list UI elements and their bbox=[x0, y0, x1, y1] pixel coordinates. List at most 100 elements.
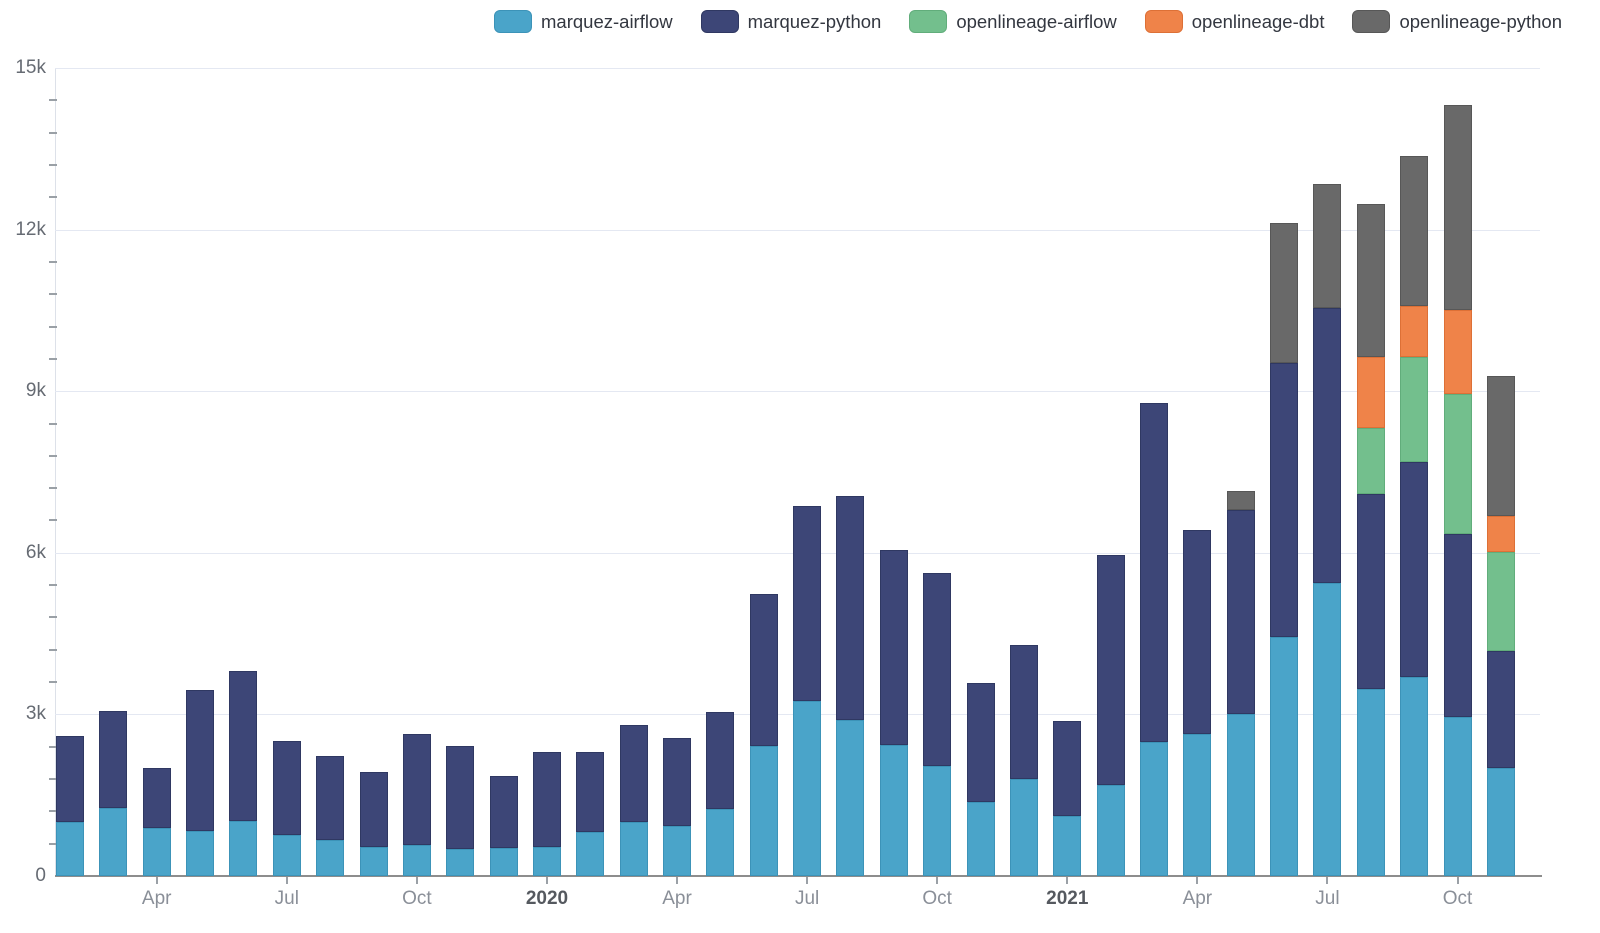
bar-2020-01-marquez-python[interactable] bbox=[532, 752, 561, 848]
bar-2021-04-marquez-airflow[interactable] bbox=[1183, 734, 1212, 876]
bar-2019-04-marquez-python[interactable] bbox=[142, 768, 171, 828]
bar-2021-10-openlineage-airflow[interactable] bbox=[1443, 394, 1472, 534]
bar-2020-10-marquez-airflow[interactable] bbox=[923, 766, 952, 876]
bar-2020-09-marquez-python[interactable] bbox=[879, 549, 908, 746]
bar-2020-07-marquez-python[interactable] bbox=[793, 505, 822, 702]
bar-2019-03-marquez-airflow[interactable] bbox=[99, 807, 128, 876]
bar-2020-08-marquez-airflow[interactable] bbox=[836, 720, 865, 876]
bar-2019-06-marquez-airflow[interactable] bbox=[229, 821, 258, 876]
bar-2021-06-marquez-airflow[interactable] bbox=[1270, 636, 1299, 876]
bar-2019-09-marquez-python[interactable] bbox=[359, 771, 388, 848]
legend-item-openlineage-airflow[interactable]: openlineage-airflow bbox=[909, 10, 1117, 33]
bar-2019-06-marquez-python[interactable] bbox=[229, 671, 258, 822]
bar-2021-10-marquez-python[interactable] bbox=[1443, 533, 1472, 717]
legend-label: openlineage-dbt bbox=[1191, 11, 1325, 32]
bar-2020-02-marquez-python[interactable] bbox=[576, 751, 605, 833]
bar-2019-07-marquez-airflow[interactable] bbox=[272, 835, 301, 876]
bar-2021-03-marquez-python[interactable] bbox=[1140, 403, 1168, 743]
bar-2021-02-marquez-airflow[interactable] bbox=[1096, 784, 1125, 876]
legend-item-marquez-python[interactable]: marquez-python bbox=[700, 10, 881, 33]
bar-2019-02-marquez-python[interactable] bbox=[56, 735, 84, 823]
bar-2021-09-openlineage-airflow[interactable] bbox=[1400, 357, 1429, 463]
bar-2021-06-openlineage-python[interactable] bbox=[1270, 223, 1299, 364]
bar-2020-09-marquez-airflow[interactable] bbox=[879, 745, 908, 876]
bar-2020-04-marquez-airflow[interactable] bbox=[663, 825, 692, 876]
openlineage-python-color-swatch bbox=[1352, 10, 1391, 33]
bar-2021-10-openlineage-python[interactable] bbox=[1443, 105, 1472, 311]
bar-2021-08-marquez-airflow[interactable] bbox=[1356, 688, 1385, 876]
bar-2019-02-marquez-airflow[interactable] bbox=[56, 822, 84, 876]
bar-2021-09-openlineage-dbt[interactable] bbox=[1400, 305, 1429, 358]
bar-2019-03-marquez-python[interactable] bbox=[99, 710, 128, 808]
bar-2020-05-marquez-python[interactable] bbox=[706, 712, 735, 810]
bar-2020-03-marquez-python[interactable] bbox=[619, 725, 648, 823]
bar-2019-11-marquez-python[interactable] bbox=[446, 745, 475, 849]
bar-2021-01-marquez-python[interactable] bbox=[1053, 721, 1082, 817]
bar-2020-05-marquez-airflow[interactable] bbox=[706, 809, 735, 876]
bar-2021-09-marquez-python[interactable] bbox=[1400, 462, 1429, 677]
y-axis-minor-tick bbox=[49, 357, 57, 360]
bar-2020-06-marquez-airflow[interactable] bbox=[749, 745, 778, 876]
x-axis-label-Oct: Oct bbox=[402, 888, 432, 909]
legend-item-openlineage-dbt[interactable]: openlineage-dbt bbox=[1144, 10, 1325, 33]
bar-2021-07-marquez-airflow[interactable] bbox=[1313, 582, 1342, 876]
bar-2021-03-marquez-airflow[interactable] bbox=[1140, 742, 1168, 876]
bar-2019-10-marquez-airflow[interactable] bbox=[402, 844, 431, 876]
bar-2020-10-marquez-python[interactable] bbox=[923, 572, 952, 767]
bar-2020-10 bbox=[923, 68, 952, 876]
bar-2021-08-openlineage-python[interactable] bbox=[1356, 203, 1385, 358]
bar-2020-04-marquez-python[interactable] bbox=[663, 738, 692, 826]
bar-2019-05-marquez-airflow[interactable] bbox=[186, 831, 215, 876]
bar-2021-09-openlineage-python[interactable] bbox=[1400, 155, 1429, 306]
bar-2021-05-marquez-airflow[interactable] bbox=[1226, 714, 1255, 876]
bar-2021-11-marquez-airflow[interactable] bbox=[1486, 768, 1515, 876]
bar-2020-08-marquez-python[interactable] bbox=[836, 495, 865, 721]
y-axis-minor-tick bbox=[49, 293, 57, 296]
bar-2021-07-marquez-python[interactable] bbox=[1313, 308, 1342, 583]
x-axis-label-Jul: Jul bbox=[1315, 888, 1340, 909]
x-axis-tick bbox=[545, 877, 548, 884]
bar-2021-06-marquez-python[interactable] bbox=[1270, 363, 1299, 637]
bar-2021-08-openlineage-airflow[interactable] bbox=[1356, 428, 1385, 495]
bar-2020-07 bbox=[793, 68, 822, 876]
bar-2019-04-marquez-airflow[interactable] bbox=[142, 827, 171, 876]
bar-2020-01-marquez-airflow[interactable] bbox=[532, 847, 561, 876]
bar-2019-08-marquez-airflow[interactable] bbox=[316, 840, 345, 876]
bar-2020-02-marquez-airflow[interactable] bbox=[576, 832, 605, 876]
bar-2019-05-marquez-python[interactable] bbox=[186, 689, 215, 832]
bar-2021-01-marquez-airflow[interactable] bbox=[1053, 816, 1082, 876]
bar-2020-03-marquez-airflow[interactable] bbox=[619, 822, 648, 876]
bar-2019-12-marquez-python[interactable] bbox=[489, 775, 518, 848]
bar-2021-07-openlineage-python[interactable] bbox=[1313, 183, 1342, 309]
bar-2020-07-marquez-airflow[interactable] bbox=[793, 701, 822, 876]
bar-2021-08-marquez-python[interactable] bbox=[1356, 494, 1385, 689]
bar-2020-11-marquez-python[interactable] bbox=[966, 682, 995, 803]
bar-2021-11-openlineage-dbt[interactable] bbox=[1486, 515, 1515, 552]
openlineage-airflow-color-swatch bbox=[909, 10, 948, 33]
x-axis-tick bbox=[1066, 877, 1069, 884]
bar-2021-08-openlineage-dbt[interactable] bbox=[1356, 357, 1385, 429]
bar-2021-11-openlineage-airflow[interactable] bbox=[1486, 551, 1515, 652]
bar-2019-10-marquez-python[interactable] bbox=[402, 734, 431, 845]
bar-2021-04-marquez-python[interactable] bbox=[1183, 529, 1212, 735]
bar-2021-11-marquez-python[interactable] bbox=[1486, 651, 1515, 769]
bar-2021-05-openlineage-python[interactable] bbox=[1226, 490, 1255, 510]
bar-2021-10-openlineage-dbt[interactable] bbox=[1443, 310, 1472, 395]
bar-2019-08-marquez-python[interactable] bbox=[316, 756, 345, 841]
bar-2021-10-marquez-airflow[interactable] bbox=[1443, 716, 1472, 876]
bar-2021-11-openlineage-python[interactable] bbox=[1486, 375, 1515, 516]
bar-2019-11-marquez-airflow[interactable] bbox=[446, 848, 475, 876]
legend-item-openlineage-python[interactable]: openlineage-python bbox=[1352, 10, 1562, 33]
bar-2020-12-marquez-airflow[interactable] bbox=[1009, 779, 1038, 876]
bar-2021-11 bbox=[1486, 68, 1515, 876]
bar-2020-11-marquez-airflow[interactable] bbox=[966, 802, 995, 876]
legend-item-marquez-airflow[interactable]: marquez-airflow bbox=[494, 10, 673, 33]
bar-2019-09-marquez-airflow[interactable] bbox=[359, 847, 388, 876]
bar-2021-02-marquez-python[interactable] bbox=[1096, 554, 1125, 785]
bar-2019-07-marquez-python[interactable] bbox=[272, 741, 301, 836]
bar-2021-09-marquez-airflow[interactable] bbox=[1400, 676, 1429, 876]
bar-2021-05-marquez-python[interactable] bbox=[1226, 509, 1255, 715]
bar-2019-12-marquez-airflow[interactable] bbox=[489, 848, 518, 876]
bar-2020-12-marquez-python[interactable] bbox=[1009, 645, 1038, 780]
bar-2020-06-marquez-python[interactable] bbox=[749, 594, 778, 746]
